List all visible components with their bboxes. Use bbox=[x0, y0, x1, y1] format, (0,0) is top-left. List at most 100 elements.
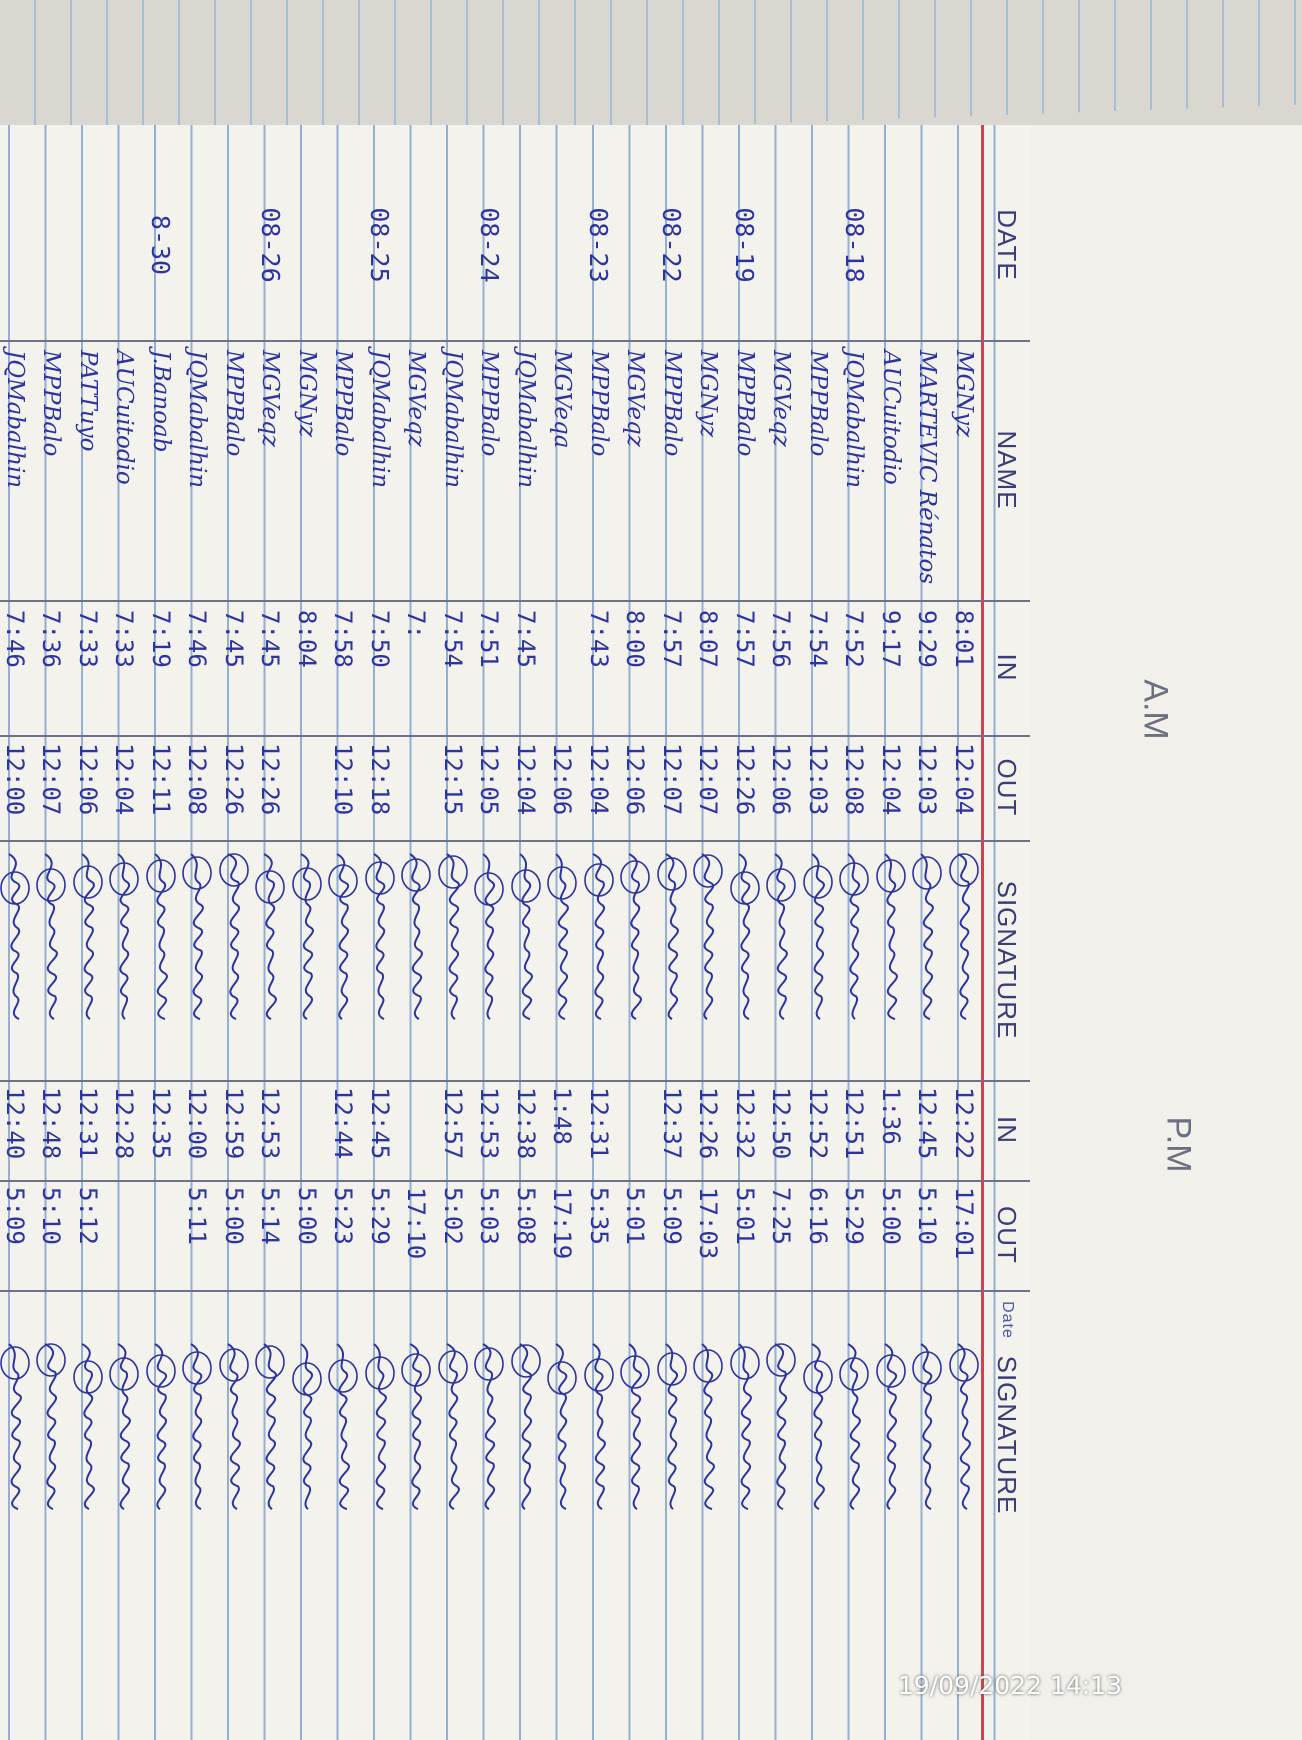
register-row: MPPBalo 7:58 12:10 12:44 5:23 bbox=[325, 125, 362, 1740]
cell-date bbox=[909, 150, 946, 340]
cell-am-signature bbox=[836, 850, 873, 1070]
cell-am-signature bbox=[252, 850, 289, 1070]
cell-date: 08-24 bbox=[474, 207, 504, 283]
cell-am-in: 8:07 bbox=[694, 610, 723, 668]
cell-am-signature bbox=[289, 850, 326, 1070]
handwritten-signature bbox=[875, 853, 906, 1021]
cell-date: 8-30 bbox=[146, 214, 176, 276]
handwritten-signature bbox=[474, 1343, 505, 1511]
photo-timestamp: 19/09/2022 14:13 bbox=[897, 1671, 1122, 1700]
handwritten-signature bbox=[802, 1343, 833, 1511]
handwritten-signature bbox=[912, 853, 943, 1021]
cell-am-signature bbox=[143, 850, 180, 1070]
cell-am-out: 12:08 bbox=[183, 743, 212, 816]
cell-am-signature bbox=[763, 850, 800, 1070]
cell-am-signature bbox=[946, 850, 983, 1070]
cell-pm-in: 1:48 bbox=[548, 1087, 577, 1145]
cell-date bbox=[179, 150, 216, 340]
cell-pm-out: 5:10 bbox=[913, 1187, 942, 1245]
cell-am-out: 12:04 bbox=[949, 743, 978, 816]
cell-pm-out: 5:35 bbox=[584, 1187, 613, 1245]
cell-pm-in bbox=[289, 1087, 326, 1182]
cell-pm-out: 5:00 bbox=[292, 1187, 321, 1245]
cell-pm-out: 5:12 bbox=[73, 1187, 102, 1245]
cell-pm-out: 5:03 bbox=[475, 1187, 504, 1245]
cell-pm-signature bbox=[179, 1340, 216, 1560]
header-am-in: IN bbox=[992, 653, 1023, 682]
cell-name: MPPBalo bbox=[731, 350, 758, 457]
cell-pm-in: 12:31 bbox=[73, 1087, 102, 1160]
handwritten-signature bbox=[474, 853, 505, 1020]
cell-pm-in: 12:37 bbox=[657, 1087, 686, 1160]
handwritten-signature bbox=[510, 853, 541, 1021]
cell-name: MPPBalo bbox=[476, 350, 503, 457]
cell-am-signature bbox=[544, 850, 581, 1070]
handwritten-signature bbox=[437, 1343, 468, 1511]
cell-am-out: 12:06 bbox=[621, 743, 650, 816]
cell-am-signature bbox=[654, 850, 691, 1070]
cell-pm-signature bbox=[398, 1340, 435, 1560]
cell-pm-in: 12:38 bbox=[511, 1087, 540, 1160]
cell-am-in: 8:01 bbox=[949, 610, 978, 668]
cell-am-signature bbox=[800, 850, 837, 1070]
handwritten-signature bbox=[255, 1343, 286, 1510]
handwritten-signature bbox=[145, 853, 176, 1021]
cell-am-out: 12:06 bbox=[73, 743, 102, 816]
handwritten-signature bbox=[72, 1343, 103, 1511]
cell-pm-out: 5:08 bbox=[511, 1187, 540, 1245]
cell-am-signature bbox=[581, 850, 618, 1070]
cell-am-in: 7:58 bbox=[329, 610, 358, 668]
header-pm-out: OUT bbox=[992, 1206, 1023, 1264]
cell-am-in: 9:17 bbox=[876, 610, 905, 668]
cell-pm-signature bbox=[508, 1340, 545, 1560]
cell-pm-in: 12:53 bbox=[256, 1087, 285, 1160]
cell-pm-out: 5:14 bbox=[256, 1187, 285, 1245]
cell-date: 08-22 bbox=[657, 207, 687, 283]
register-row: JQMabalhin 7:46 12:08 12:00 5:11 bbox=[179, 125, 216, 1740]
cell-pm-in: 12:26 bbox=[694, 1087, 723, 1160]
cell-pm-out bbox=[106, 1187, 143, 1287]
cell-am-out: 12:26 bbox=[730, 743, 759, 816]
handwritten-signature bbox=[145, 1343, 176, 1510]
cell-pm-out: 5:23 bbox=[329, 1187, 358, 1245]
cell-name: MARTEVIC Rénatos bbox=[914, 350, 941, 585]
cell-am-signature bbox=[70, 850, 107, 1070]
handwritten-signature bbox=[218, 853, 249, 1021]
cell-pm-in: 12:53 bbox=[475, 1087, 504, 1160]
register-row: MGVeqz 7:56 12:06 12:50 7:25 bbox=[763, 125, 800, 1740]
cell-date bbox=[216, 150, 253, 340]
handwritten-signature bbox=[729, 853, 760, 1021]
cell-am-out: 12:04 bbox=[511, 743, 540, 816]
handwritten-signature bbox=[729, 1343, 760, 1511]
cell-am-in: 7:56 bbox=[767, 610, 796, 668]
cell-am-in: 8:00 bbox=[621, 610, 650, 668]
cell-pm-in: 12:52 bbox=[803, 1087, 832, 1160]
cell-pm-in: 12:57 bbox=[438, 1087, 467, 1160]
cell-pm-signature bbox=[873, 1340, 910, 1560]
cell-name: MPPBalo bbox=[220, 350, 247, 457]
handwritten-signature bbox=[912, 1343, 943, 1511]
cell-pm-signature bbox=[289, 1340, 326, 1560]
cell-pm-signature bbox=[471, 1340, 508, 1560]
handwritten-signature bbox=[583, 1343, 614, 1511]
handwritten-signature bbox=[583, 853, 614, 1021]
cell-name: MGNyz bbox=[695, 350, 722, 438]
cell-am-out: 12:00 bbox=[0, 743, 29, 816]
cell-name: MGVeqz bbox=[403, 350, 430, 447]
cell-am-in: 7:52 bbox=[840, 610, 869, 668]
cell-pm-out: 17:19 bbox=[548, 1187, 577, 1260]
cell-date bbox=[946, 150, 983, 340]
register-row: 08-24 MPPBalo 7:51 12:05 12:53 5:03 bbox=[471, 125, 508, 1740]
handwritten-signature bbox=[36, 1343, 67, 1511]
cell-am-out bbox=[289, 743, 326, 838]
header-name: NAME bbox=[992, 430, 1023, 510]
cell-am-in: 7:45 bbox=[256, 610, 285, 668]
cell-am-out: 12:06 bbox=[767, 743, 796, 816]
cell-pm-signature bbox=[70, 1340, 107, 1560]
cell-am-out: 12:26 bbox=[256, 743, 285, 816]
cell-am-in: 7:46 bbox=[183, 610, 212, 668]
cell-pm-signature bbox=[216, 1340, 253, 1560]
handwritten-signature bbox=[948, 853, 979, 1021]
cell-am-in: 9:29 bbox=[913, 610, 942, 668]
cell-pm-out: 5:01 bbox=[621, 1187, 650, 1245]
